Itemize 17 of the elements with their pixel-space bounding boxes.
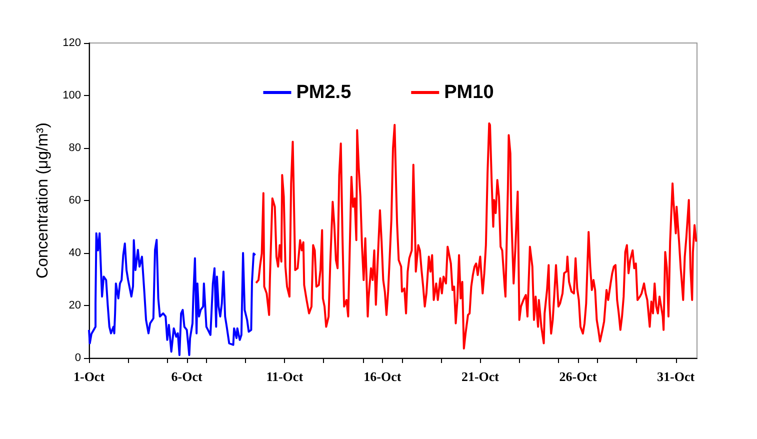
y-tick-label: 80 (68, 142, 81, 154)
y-tick-label: 120 (62, 37, 81, 49)
y-tick-label: 100 (62, 90, 81, 102)
x-tick-label: 6-Oct (171, 369, 203, 384)
y-axis-title: Concentration (μg/m³) (34, 122, 52, 278)
y-tick-label: 60 (68, 194, 81, 206)
x-tick-label: 11-Oct (266, 369, 304, 384)
y-tick-label: 40 (68, 247, 81, 259)
legend-label: PM2.5 (296, 82, 352, 103)
x-tick-label: 31-Oct (657, 369, 696, 384)
x-tick-label: 16-Oct (364, 369, 402, 384)
y-tick-label: 0 (74, 352, 81, 364)
legend-label: PM10 (444, 82, 494, 103)
x-tick-label: 21-Oct (461, 369, 500, 384)
x-tick-label: 26-Oct (559, 369, 598, 384)
y-tick-label: 20 (68, 300, 81, 312)
x-tick-label: 1-Oct (73, 369, 106, 384)
